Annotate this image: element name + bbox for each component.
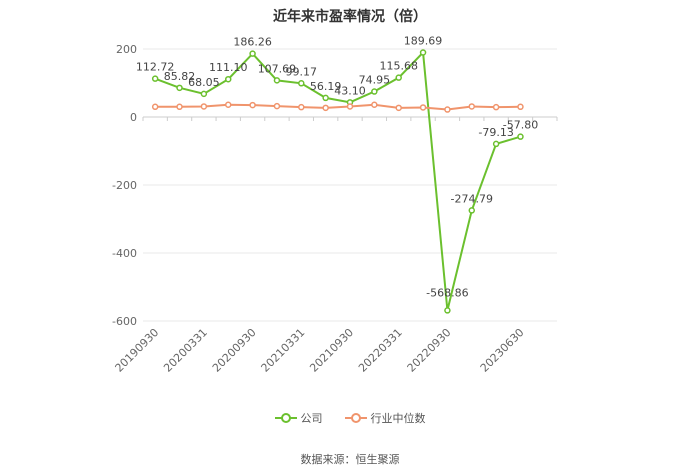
legend-item-industry-median[interactable]: 行业中位数: [344, 410, 426, 426]
data-point-industry-median: [176, 103, 183, 111]
data-point-industry-median: [444, 106, 451, 113]
data-point-company: [322, 94, 329, 102]
legend-swatch-industry-median: [344, 412, 367, 424]
source-note: 数据来源：恒生聚源: [300, 453, 400, 466]
data-label-company: 85.82: [164, 70, 196, 83]
legend-item-company[interactable]: 公司: [274, 410, 323, 426]
data-point-company: [468, 207, 476, 214]
data-label-company: -79.13: [478, 126, 513, 139]
grid-layer: [142, 48, 558, 322]
data-label-company: -57.80: [503, 119, 538, 132]
data-label-company: 186.26: [233, 36, 272, 49]
x-tick-label: 20210930: [307, 326, 356, 375]
legend: 公司 行业中位数: [0, 410, 700, 426]
data-point-industry-median: [346, 103, 354, 110]
data-label-company: -274.79: [451, 192, 493, 205]
chart-title: 近年来市盈率情况（倍）: [273, 9, 427, 25]
data-point-company: [419, 49, 427, 56]
series-layer: [151, 49, 524, 314]
data-label-company: 111.10: [209, 61, 248, 74]
data-label-company: 43.10: [334, 84, 366, 97]
legend-swatch-company: [274, 412, 297, 424]
data-point-industry-median: [419, 104, 427, 111]
data-point-company: [176, 84, 183, 92]
data-point-company: [249, 50, 256, 57]
data-label-company: 107.69: [258, 62, 297, 75]
data-point-industry-median: [151, 103, 159, 111]
y-tick-label: -200: [112, 179, 137, 192]
legend-label-industry-median: 行业中位数: [370, 412, 426, 425]
data-label-company: 112.72: [136, 61, 175, 74]
data-label-company: 99.17: [286, 65, 318, 78]
data-point-company: [517, 133, 524, 140]
data-point-company: [224, 75, 232, 83]
data-point-industry-median: [273, 102, 281, 110]
x-tick-label: 20200930: [210, 326, 259, 375]
x-axis-ticks: 20190930 20200331 20200930 20210331 20210930…: [113, 326, 527, 375]
data-point-industry-median: [200, 103, 208, 110]
data-point-industry-median: [371, 101, 378, 109]
data-point-company: [444, 307, 451, 314]
data-point-industry-median: [517, 103, 524, 111]
y-tick-label: 200: [116, 43, 137, 56]
x-tick-label: 20220331: [356, 326, 405, 375]
data-point-company: [395, 74, 402, 81]
y-tick-label: -400: [112, 247, 137, 260]
y-tick-label: -600: [112, 315, 137, 328]
data-point-industry-median: [322, 104, 329, 112]
data-point-company: [151, 75, 159, 82]
data-label-company: -568.86: [426, 286, 468, 299]
x-tick-label: 20200331: [161, 326, 210, 375]
data-point-industry-median: [249, 101, 256, 109]
data-point-company: [273, 77, 281, 84]
data-label-company: 189.69: [404, 35, 443, 48]
data-point-company: [200, 90, 208, 98]
data-label-company: 115.68: [379, 60, 418, 73]
data-point-industry-median: [468, 103, 476, 110]
data-point-company: [492, 140, 500, 148]
x-tick-label: 20190930: [113, 326, 162, 375]
x-tick-label: 20230630: [478, 326, 527, 375]
data-label-company: 74.95: [359, 74, 391, 87]
x-tick-label: 20220930: [405, 326, 454, 375]
data-point-industry-median: [492, 103, 500, 111]
series-line-company: [154, 50, 521, 311]
data-point-company: [298, 80, 305, 87]
series-line-industry-median: [155, 103, 521, 111]
data-point-industry-median: [298, 103, 305, 111]
legend-label-company: 公司: [300, 412, 323, 425]
x-tick-label: 20210331: [259, 326, 308, 375]
data-point-industry-median: [395, 104, 402, 112]
data-label-company: 56.19: [310, 80, 342, 93]
data-point-industry-median: [224, 101, 232, 109]
y-axis-ticks: 200 0 -200 -400 -600: [112, 43, 137, 328]
data-point-company: [371, 88, 378, 95]
data-label-company: 68.05: [188, 76, 220, 89]
y-tick-label: 0: [130, 111, 137, 124]
